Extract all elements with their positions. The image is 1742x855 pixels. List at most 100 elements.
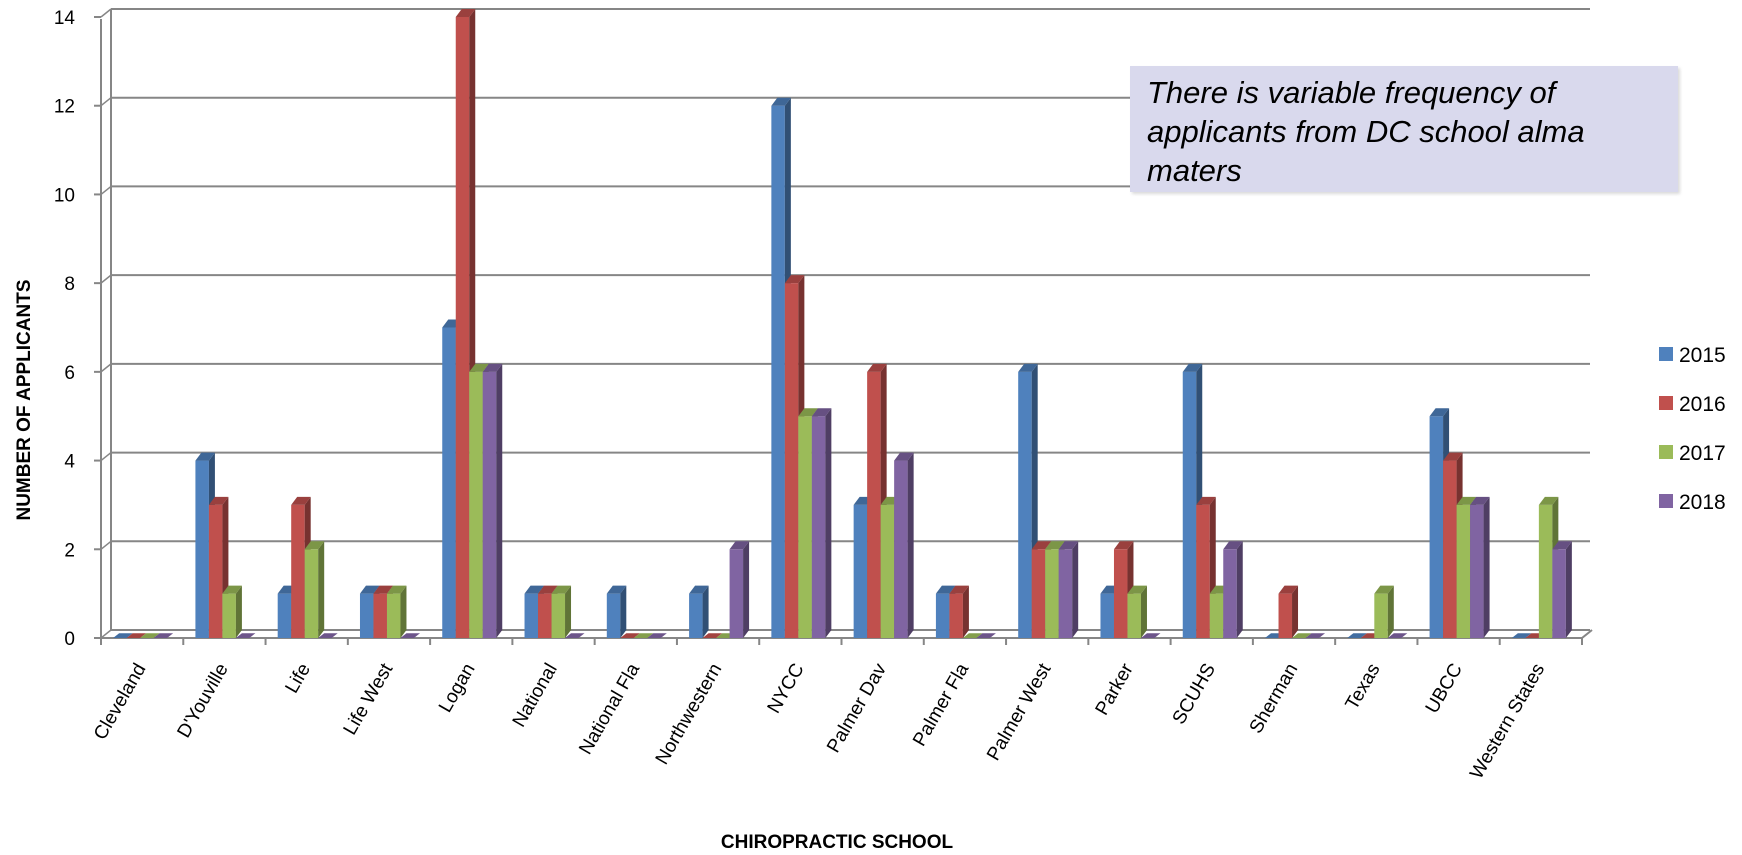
bar-front (771, 105, 785, 638)
bar-zero (126, 633, 147, 638)
bar-side (1565, 541, 1572, 638)
bar (400, 633, 420, 638)
bar-front (1209, 593, 1224, 638)
bar (222, 585, 242, 638)
bar-zero (113, 633, 133, 638)
bar (1058, 541, 1079, 638)
bar-side (1483, 496, 1490, 638)
bar (304, 541, 325, 638)
legend-swatch (1659, 347, 1673, 361)
bar-front (880, 504, 895, 638)
bar-zero (140, 633, 160, 638)
bar-top (1538, 496, 1559, 505)
bar-top (1429, 408, 1450, 417)
bar-side (620, 585, 627, 638)
x-tick-label: Palmer Fla (909, 660, 973, 750)
bar-front (689, 593, 703, 638)
bar-zero (1511, 633, 1532, 638)
x-tick-label: National Fla (575, 660, 644, 759)
bar (1113, 541, 1134, 638)
bar-top (784, 275, 805, 284)
bar (482, 363, 503, 638)
legend-label: 2015 (1679, 344, 1726, 367)
bar-side (318, 541, 325, 638)
bar (894, 452, 914, 638)
x-tick-labels: Cleveland D'Youville Life Life West Logan Nat… (90, 659, 1549, 782)
bar-side (235, 585, 242, 638)
bar (606, 585, 627, 638)
bar-top (1278, 585, 1299, 594)
x-tick-label: Cleveland (90, 660, 150, 744)
bar (1374, 585, 1394, 638)
bar (318, 633, 338, 638)
x-tick-label: Parker (1092, 659, 1139, 719)
bar-side (565, 585, 572, 638)
bar (386, 585, 407, 638)
bar-top (524, 585, 545, 594)
bar-zero (633, 633, 654, 638)
bar-top (1031, 541, 1052, 550)
bar-front (442, 327, 456, 638)
bar (140, 633, 160, 638)
bar-side (1387, 585, 1394, 638)
y-tick-label: 6 (64, 363, 75, 384)
bar-front (208, 504, 223, 638)
bar-front (798, 416, 812, 638)
gridline-connector (100, 274, 112, 284)
bar-front (1278, 593, 1293, 638)
bar (1127, 585, 1147, 638)
bar-zero (1292, 633, 1312, 638)
x-tick-label: Northwestern (652, 660, 727, 768)
bar-front (867, 371, 881, 638)
bar-top (1058, 541, 1079, 550)
bar-zero (620, 633, 640, 638)
bar-top (1045, 541, 1065, 550)
bar (1305, 633, 1326, 638)
y-tick-label: 12 (54, 97, 75, 118)
bar-side (400, 585, 407, 638)
bar (1552, 541, 1572, 638)
bar-side (1140, 585, 1147, 638)
bar-front (1374, 593, 1388, 638)
bar-top (894, 452, 914, 461)
x-tick-label: NYCC (764, 660, 809, 717)
bar-front (1031, 549, 1046, 638)
y-tick-label: 8 (64, 274, 75, 295)
bar-side (907, 452, 914, 638)
bar (1387, 633, 1408, 638)
bar-top (1182, 363, 1203, 372)
bar-front (1443, 460, 1457, 638)
bar-front (1100, 593, 1114, 638)
bar-front (455, 17, 470, 638)
bar-front (894, 460, 908, 638)
bar-zero (318, 633, 338, 638)
bar-front (482, 371, 497, 638)
bar-top (469, 363, 489, 372)
bar-top (455, 9, 476, 17)
bar-zero (976, 633, 996, 638)
bar-front (1538, 504, 1553, 638)
x-tick-label: Texas (1342, 660, 1385, 713)
bar-top (1443, 452, 1463, 461)
gridline-connector (100, 363, 112, 373)
bar-top (1196, 496, 1216, 505)
y-tick-label: 14 (54, 8, 76, 29)
bar-zero (565, 633, 585, 638)
bar-top (1470, 496, 1490, 505)
bar-zero (702, 633, 723, 638)
bar-front (1182, 371, 1197, 638)
bar-top (1374, 585, 1394, 594)
y-tick-labels: 0 2 4 6 8 10 12 14 (54, 8, 76, 650)
annotation-box: There is variable frequency of applicant… (1130, 66, 1678, 192)
bar-front (524, 593, 539, 638)
bar-front (1018, 371, 1032, 638)
bar-front (729, 549, 744, 638)
bar-top (208, 496, 229, 505)
bar-zero (1140, 633, 1161, 638)
bar-top (867, 363, 887, 372)
bar-front (1429, 416, 1444, 638)
bar (153, 633, 174, 638)
legend-swatch (1659, 494, 1673, 508)
axes (94, 9, 1593, 645)
bar-zero (153, 633, 174, 638)
